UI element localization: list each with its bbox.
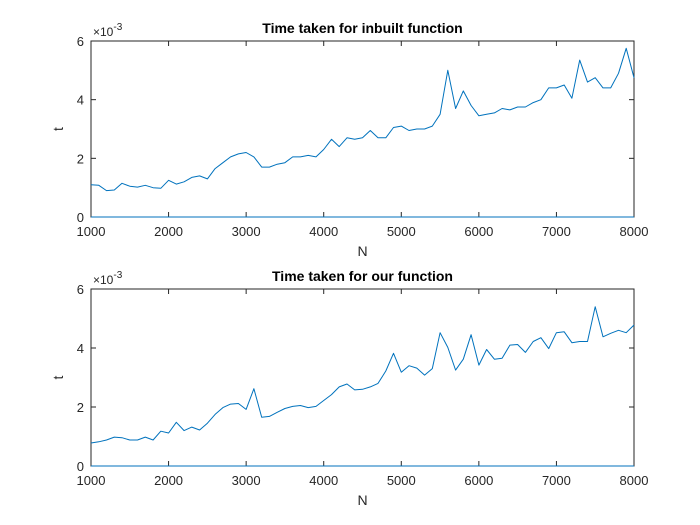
y-tick-label: 2 [77,151,84,166]
x-tick-label: 3000 [232,473,261,488]
x-tick-label: 4000 [309,473,338,488]
series-line-0 [90,47,635,192]
x-tick-label: 1000 [77,224,106,239]
chart-title: Time taken for our function [272,268,453,284]
x-axis-label: N [357,243,367,259]
y-tick-label: 6 [77,282,84,297]
x-tick-label: 6000 [464,224,493,239]
x-tick-label: 2000 [154,473,183,488]
y-tick-label: 0 [77,459,84,474]
x-tick-label: 3000 [232,224,261,239]
y-tick-label: 0 [77,210,84,225]
chart-title: Time taken for inbuilt function [262,20,462,36]
y-tick-label: 4 [77,341,84,356]
x-tick-label: 1000 [77,473,106,488]
x-tick-label: 5000 [387,224,416,239]
x-tick-label: 7000 [542,473,571,488]
x-tick-label: 6000 [464,473,493,488]
x-tick-label: 2000 [154,224,183,239]
x-axis-label: N [357,492,367,508]
y-tick-label: 4 [77,93,84,108]
chart-bottom-our-function: 1000 2000 3000 4000 5000 6000 7000 8000 0 2 4 6 ×10-… [50,268,648,508]
chart-top-inbuilt-function: 1000 2000 3000 4000 5000 6000 7000 8000 0 2 4 6 ×10-… [50,20,648,259]
y-tick-label: 2 [77,400,84,415]
y-axis-label: t [50,375,66,379]
y-axis-label: t [50,127,66,131]
x-tick-label: 8000 [620,473,649,488]
y-exponent-label: ×10-3 [93,270,123,287]
y-tick-label: 6 [77,34,84,49]
y-exponent-label: ×10-3 [93,22,123,39]
x-tick-label: 4000 [309,224,338,239]
x-tick-label: 8000 [620,224,649,239]
series-line-0 [90,306,635,444]
x-tick-label: 7000 [542,224,571,239]
x-tick-label: 5000 [387,473,416,488]
